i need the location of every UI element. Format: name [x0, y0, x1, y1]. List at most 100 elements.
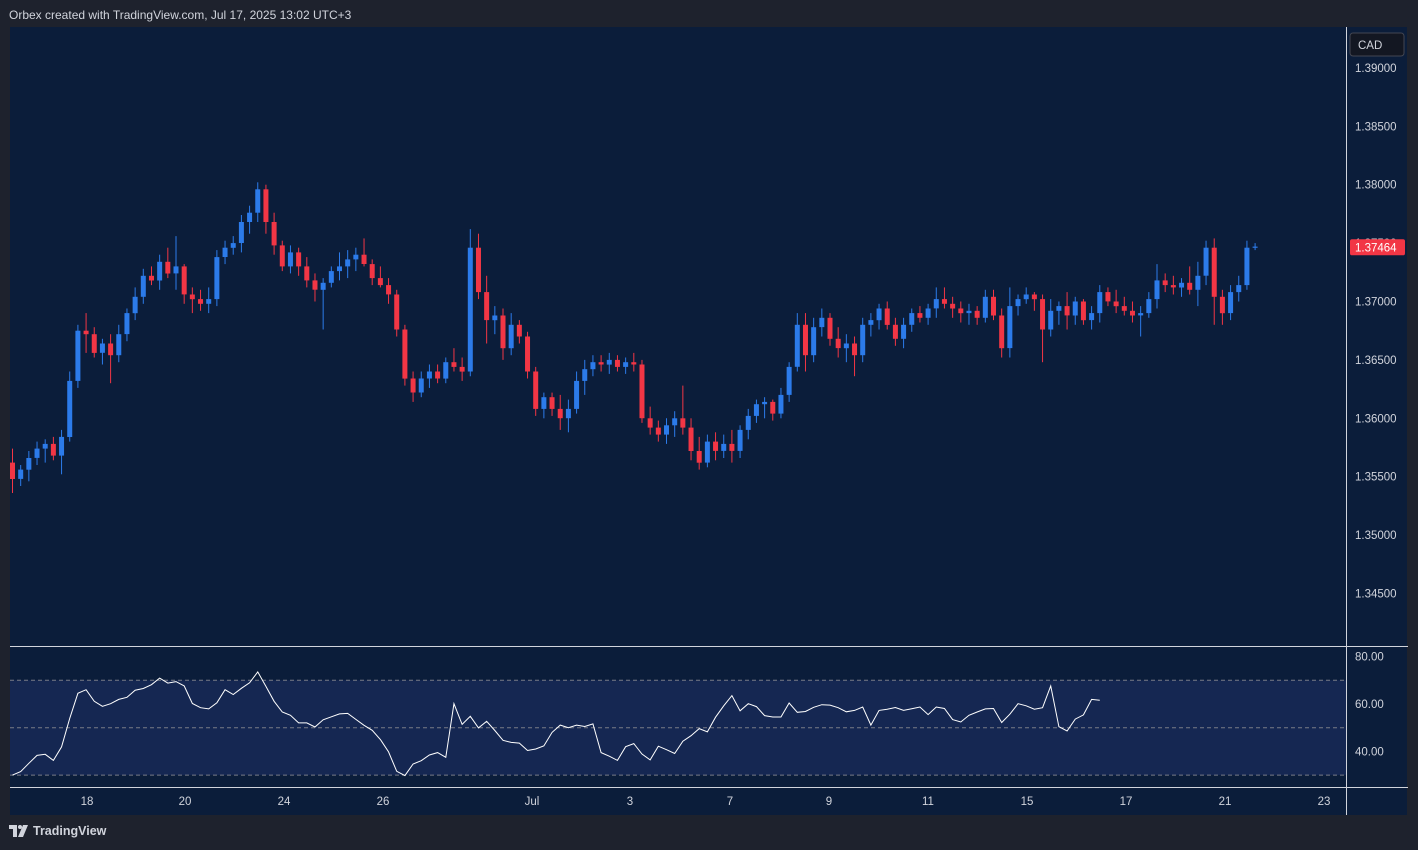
candle-body: [222, 247, 228, 257]
candle-body: [173, 266, 179, 274]
candle: [623, 357, 629, 374]
candle-body: [124, 313, 130, 335]
candle: [484, 275, 490, 344]
candle: [108, 334, 114, 384]
candle: [598, 355, 604, 372]
candle: [1080, 299, 1086, 325]
candle: [974, 306, 980, 325]
tradingview-logo[interactable]: TradingView: [9, 824, 106, 838]
candle-body: [467, 247, 473, 372]
candle-body: [999, 315, 1005, 349]
time-tick-label: 9: [826, 796, 832, 808]
candle-body: [925, 308, 931, 318]
candle-body: [819, 317, 825, 328]
candle-body: [271, 222, 277, 246]
candle-body: [1072, 301, 1078, 316]
candle-body: [614, 359, 620, 367]
candle-body: [941, 299, 947, 304]
candle: [680, 385, 686, 435]
candle: [459, 357, 465, 381]
candle: [181, 264, 187, 304]
price-tick-label: 1.35000: [1355, 530, 1397, 542]
currency-badge[interactable]: CAD: [1349, 32, 1405, 57]
candle: [835, 327, 841, 358]
candle: [1146, 292, 1152, 318]
candle: [762, 397, 768, 419]
candle-body: [565, 408, 571, 419]
candle: [811, 317, 817, 363]
price-pane-background: [10, 27, 1346, 646]
candle: [369, 259, 375, 286]
candle-body: [1146, 299, 1152, 314]
candle-body: [1203, 247, 1209, 276]
candle: [418, 371, 424, 398]
candle-body: [230, 243, 236, 248]
rsi-tick-label: 40.00: [1355, 746, 1384, 758]
candle-body: [835, 338, 841, 349]
currency-label: CAD: [1358, 40, 1382, 52]
candle: [1219, 289, 1225, 325]
candle: [50, 436, 56, 461]
candle: [287, 245, 293, 274]
candle: [574, 371, 580, 414]
candle-body: [1040, 299, 1046, 330]
candle: [148, 266, 154, 286]
candle: [704, 434, 710, 468]
candle: [802, 313, 808, 372]
candle: [557, 394, 563, 430]
candle-body: [574, 380, 580, 409]
candle-body: [34, 448, 40, 458]
candle: [1187, 266, 1193, 295]
candle: [1179, 278, 1185, 297]
candle-body: [516, 324, 522, 337]
candle: [868, 313, 874, 337]
candle-body: [148, 275, 154, 281]
price-tick-label: 1.35500: [1355, 472, 1397, 484]
candle-body: [255, 189, 261, 213]
time-tick-label: 20: [179, 796, 192, 808]
candle: [1048, 299, 1054, 337]
candle-body: [59, 436, 65, 456]
candle-body: [745, 415, 751, 430]
candle-body: [83, 330, 89, 335]
candle-body: [606, 359, 612, 365]
candle: [263, 184, 269, 234]
candle: [1195, 261, 1201, 307]
candle-body: [525, 336, 531, 372]
candle: [1252, 243, 1258, 251]
candle-body: [582, 369, 588, 381]
candle: [843, 334, 849, 363]
tradingview-logo-icon: [9, 825, 28, 837]
candle-body: [443, 362, 449, 379]
candle: [443, 357, 449, 384]
price-axis-background[interactable]: [1347, 27, 1407, 815]
candle-body: [108, 343, 114, 356]
time-axis-background: [10, 788, 1346, 815]
candle-body: [99, 343, 105, 353]
candle: [1129, 301, 1135, 323]
candle: [590, 355, 596, 377]
candle: [361, 238, 367, 267]
candle-body: [541, 397, 547, 409]
candle: [312, 273, 318, 302]
candle-body: [811, 327, 817, 356]
candle: [59, 429, 65, 475]
candle-body: [884, 308, 890, 325]
candle-body: [786, 366, 792, 395]
candle-body: [991, 296, 996, 316]
candle: [565, 399, 571, 433]
candle: [884, 301, 890, 330]
candle-body: [868, 320, 874, 325]
candle: [1236, 275, 1242, 302]
candle-body: [206, 299, 212, 304]
tradingview-wordmark: TradingView: [33, 824, 107, 838]
candle-body: [10, 462, 15, 479]
candle: [892, 317, 898, 346]
candle: [1064, 292, 1070, 330]
candle: [1031, 292, 1037, 311]
candle: [279, 240, 285, 272]
candle: [435, 364, 441, 384]
candle-body: [1162, 280, 1168, 286]
candle: [770, 399, 776, 421]
